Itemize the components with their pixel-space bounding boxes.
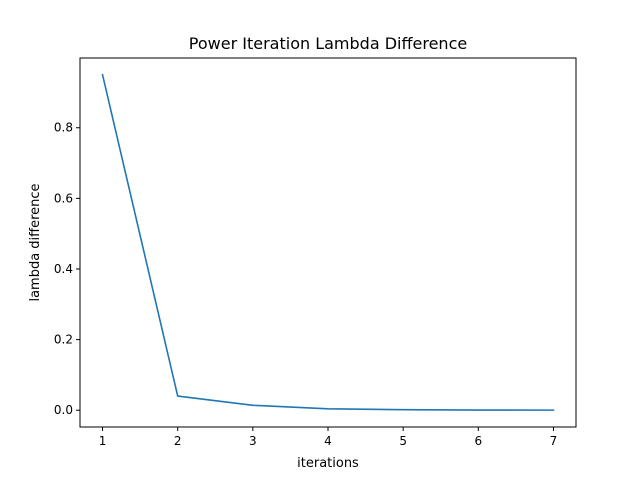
x-tick-label: 1 (99, 434, 107, 448)
axes-frame (79, 57, 577, 428)
y-tick-label: 0.6 (54, 191, 73, 205)
x-axis-label: iterations (297, 456, 359, 471)
y-axis-label: lambda difference (28, 183, 43, 301)
chart-title: Power Iteration Lambda Difference (189, 34, 467, 53)
x-tick-label: 4 (324, 434, 332, 448)
ticks-layer: 1 2 3 4 5 6 7 0.0 0.2 0.4 0.6 0.8 (54, 121, 557, 448)
plot-area (101, 73, 555, 411)
x-tick-label: 7 (550, 434, 558, 448)
x-tick-label: 6 (474, 434, 482, 448)
y-tick-label: 0.2 (54, 333, 73, 347)
x-tick-label: 3 (249, 434, 257, 448)
y-tick-label: 0.0 (54, 403, 73, 417)
series-line (101, 73, 555, 411)
x-tick-label: 5 (399, 434, 407, 448)
x-tick-label: 2 (174, 434, 182, 448)
y-tick-label: 0.4 (54, 262, 73, 276)
y-tick-label: 0.8 (54, 121, 73, 135)
